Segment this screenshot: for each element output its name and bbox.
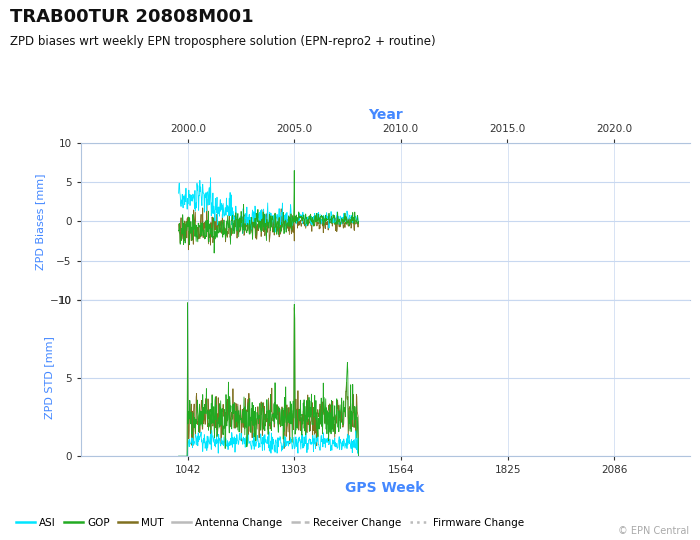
Y-axis label: ZPD Biases [mm]: ZPD Biases [mm]: [36, 173, 46, 269]
Text: © EPN Central: © EPN Central: [618, 525, 690, 536]
Y-axis label: ZPD STD [mm]: ZPD STD [mm]: [44, 336, 54, 420]
Text: TRAB00TUR 20808M001: TRAB00TUR 20808M001: [10, 8, 254, 26]
Text: ZPD biases wrt weekly EPN troposphere solution (EPN-repro2 + routine): ZPD biases wrt weekly EPN troposphere so…: [10, 35, 436, 48]
Legend: ASI, GOP, MUT, Antenna Change, Receiver Change, Firmware Change: ASI, GOP, MUT, Antenna Change, Receiver …: [12, 514, 528, 532]
X-axis label: GPS Week: GPS Week: [345, 481, 425, 495]
X-axis label: Year: Year: [368, 107, 402, 122]
